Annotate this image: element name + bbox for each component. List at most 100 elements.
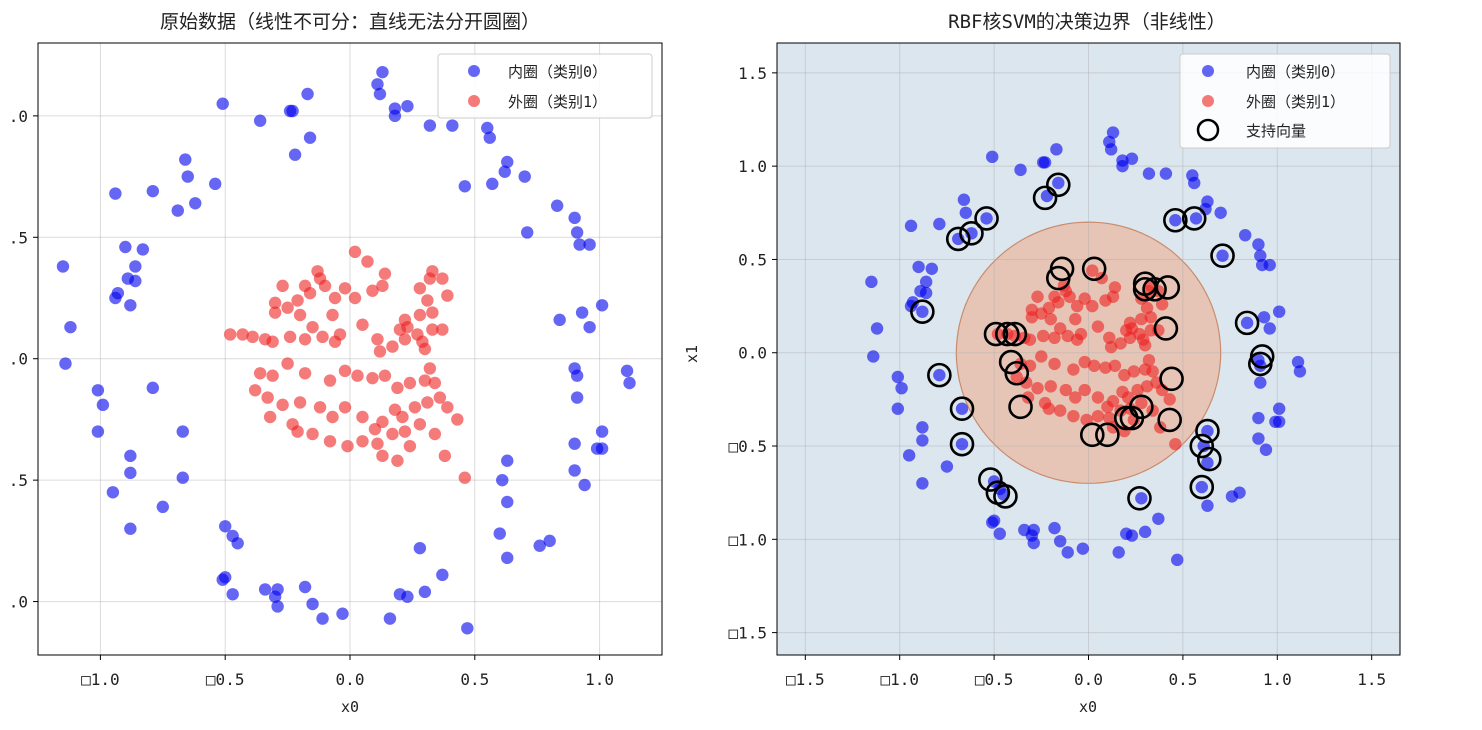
inner-circle-point bbox=[1233, 486, 1246, 499]
inner-circle-point bbox=[1195, 480, 1208, 494]
support-vector-marker bbox=[1002, 321, 1028, 347]
x-tick-label: □1.5 bbox=[786, 670, 825, 689]
inner-circle-point bbox=[486, 177, 499, 191]
outer-circle-point bbox=[1048, 357, 1061, 371]
inner-circle-point bbox=[867, 350, 880, 363]
outer-circle-point bbox=[1138, 339, 1152, 352]
support-vector-marker bbox=[1234, 310, 1260, 336]
outer-circle-point bbox=[291, 294, 304, 307]
outer-circle-point bbox=[266, 335, 279, 348]
outer-circle-point bbox=[376, 415, 389, 429]
inner-circle-point bbox=[1238, 228, 1252, 242]
inner-circle-point bbox=[575, 306, 589, 319]
outer-circle-point bbox=[318, 279, 332, 293]
inner-circle-point bbox=[1272, 415, 1286, 428]
inner-circle-point bbox=[916, 305, 929, 318]
outer-circle-point bbox=[283, 330, 297, 344]
inner-circle-point bbox=[303, 131, 317, 144]
inner-circle-point bbox=[902, 449, 916, 462]
inner-circle-point bbox=[1188, 176, 1201, 190]
outer-circle-point bbox=[1035, 350, 1048, 363]
outer-circle-point bbox=[268, 306, 282, 319]
inner-circle-point bbox=[1216, 249, 1229, 262]
outer-circle-point bbox=[426, 323, 439, 336]
right-legend-box bbox=[1179, 53, 1391, 149]
inner-circle-point bbox=[136, 243, 150, 256]
inner-circle-point bbox=[955, 402, 969, 415]
outer-circle-point bbox=[1135, 312, 1148, 326]
outer-circle-point bbox=[1108, 359, 1122, 372]
outer-circle-point bbox=[1025, 311, 1039, 324]
inner-circle-point bbox=[912, 260, 925, 274]
left-legend-marker-outer bbox=[468, 95, 480, 107]
outer-circle-point bbox=[316, 330, 329, 344]
outer-circle-point bbox=[1035, 307, 1048, 320]
inner-circle-point bbox=[176, 471, 189, 484]
inner-circle-point bbox=[919, 275, 933, 289]
inner-circle-point bbox=[119, 240, 132, 254]
inner-circle-point bbox=[904, 219, 918, 233]
outer-circle-point bbox=[1031, 381, 1044, 395]
inner-circle-point bbox=[595, 425, 609, 438]
inner-circle-point bbox=[1104, 143, 1118, 156]
right-legend-marker-outer bbox=[1202, 95, 1214, 107]
inner-circle-point bbox=[316, 612, 329, 625]
outer-circle-point bbox=[341, 439, 354, 453]
inner-circle-point bbox=[501, 551, 514, 565]
outer-circle-point bbox=[433, 391, 447, 404]
left-subplot: 原始数据（线性不可分：直线无法分开圆圈） □1.0 □0.5 0.0 0.5 1.0 .0… bbox=[9, 11, 663, 716]
inner-circle-point bbox=[129, 274, 142, 288]
inner-circle-point bbox=[916, 477, 929, 490]
inner-circle-point bbox=[124, 466, 137, 480]
inner-circle-point bbox=[418, 585, 432, 599]
inner-circle-point bbox=[59, 357, 72, 370]
inner-circle-point bbox=[891, 370, 905, 384]
outer-circle-point bbox=[1069, 391, 1082, 404]
inner-circle-point bbox=[553, 313, 566, 327]
left-plot-area bbox=[38, 43, 662, 655]
inner-circle-point bbox=[1116, 154, 1129, 167]
inner-circle-point bbox=[550, 199, 564, 212]
inner-circle-point bbox=[1252, 411, 1265, 425]
inner-circle-point bbox=[1263, 258, 1276, 272]
outer-circle-point bbox=[428, 427, 442, 441]
outer-circle-point bbox=[276, 398, 289, 412]
inner-circle-point bbox=[1201, 499, 1214, 512]
inner-circle-point bbox=[1291, 355, 1305, 369]
inner-circle-point bbox=[1214, 206, 1227, 219]
right-legend-label-outer: 外圈（类别1） bbox=[1246, 93, 1345, 111]
inner-circle-point bbox=[1263, 322, 1276, 335]
outer-circle-point bbox=[991, 327, 1005, 341]
outer-circle-point bbox=[1078, 355, 1091, 369]
inner-circle-point bbox=[253, 114, 267, 127]
inner-circle-point bbox=[1254, 376, 1267, 389]
inner-circle-point bbox=[501, 454, 514, 467]
outer-circle-point bbox=[293, 396, 307, 409]
outer-circle-point bbox=[376, 279, 389, 293]
inner-circle-point bbox=[1201, 456, 1214, 470]
x-tick-label: 0.0 bbox=[1074, 670, 1103, 689]
outer-circle-point bbox=[1067, 409, 1080, 423]
left-ticks: □1.0 □0.5 0.0 0.5 1.0 .0 .5 .0 .5 .0 bbox=[9, 107, 614, 689]
outer-circle-point bbox=[1091, 409, 1105, 423]
inner-circle-point bbox=[1252, 432, 1265, 445]
inner-circle-point bbox=[109, 187, 122, 200]
inner-circle-point bbox=[1027, 536, 1040, 550]
support-vector-marker bbox=[1079, 422, 1105, 448]
outer-circle-point bbox=[403, 439, 417, 453]
support-vector-marker bbox=[945, 226, 971, 252]
inner-circle-point bbox=[518, 170, 531, 183]
left-chart-title: 原始数据（线性不可分：直线无法分开圆圈） bbox=[160, 11, 540, 33]
outer-circle-point bbox=[356, 435, 369, 448]
outer-circle-point bbox=[356, 410, 369, 424]
inner-circle-point bbox=[401, 99, 414, 113]
outer-circle-point bbox=[1031, 290, 1044, 303]
inner-circle-point bbox=[1159, 167, 1173, 180]
inner-circle-point bbox=[1112, 546, 1125, 559]
inner-circle-point bbox=[288, 148, 302, 161]
outer-circle-point bbox=[1106, 290, 1120, 303]
inner-circle-point bbox=[1048, 521, 1061, 535]
outer-circle-point bbox=[398, 333, 412, 346]
inner-circle-point bbox=[216, 97, 229, 110]
support-vector-marker bbox=[995, 321, 1020, 347]
